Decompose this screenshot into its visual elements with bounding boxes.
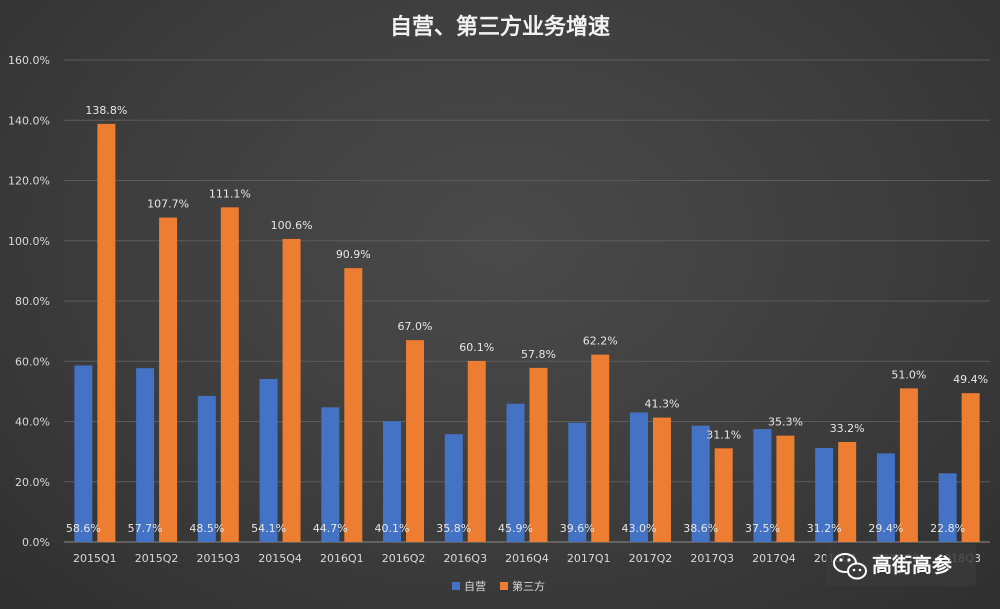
data-label-self-operated: 40.1% <box>375 522 410 535</box>
data-label-self-operated: 22.8% <box>930 522 965 535</box>
bar-third-party <box>159 217 178 542</box>
data-label-third-party: 49.4% <box>953 373 988 386</box>
data-label-third-party: 41.3% <box>644 398 679 411</box>
legend-label-third-party: 第三方 <box>512 579 545 593</box>
data-label-third-party: 90.9% <box>336 248 371 261</box>
bar-third-party <box>282 238 301 542</box>
data-label-self-operated: 54.1% <box>251 522 286 535</box>
y-tick-label: 120.0% <box>8 175 50 188</box>
x-tick-label: 2016Q2 <box>382 552 426 565</box>
bar-third-party <box>220 207 239 542</box>
data-label-third-party: 31.1% <box>706 428 741 441</box>
y-tick-label: 60.0% <box>15 355 50 368</box>
x-tick-label: 2017Q3 <box>690 552 734 565</box>
bar-self-operated <box>629 412 648 542</box>
x-tick-label: 2015Q2 <box>135 552 179 565</box>
y-tick-label: 140.0% <box>8 114 50 127</box>
bar-self-operated <box>691 425 710 542</box>
bar-third-party <box>97 123 116 543</box>
legend-label-self-operated: 自营 <box>464 579 486 593</box>
data-label-third-party: 62.2% <box>583 335 618 348</box>
y-tick-label: 20.0% <box>15 476 50 489</box>
bar-third-party <box>406 340 425 542</box>
y-tick-label: 40.0% <box>15 416 50 429</box>
data-label-third-party: 35.3% <box>768 416 803 429</box>
x-tick-label: 2015Q4 <box>258 552 302 565</box>
y-tick-label: 100.0% <box>8 235 50 248</box>
y-tick-label: 80.0% <box>15 295 50 308</box>
bar-self-operated <box>383 421 402 542</box>
bar-third-party <box>652 417 671 542</box>
y-axis-tick-labels: 0.0% 20.0% 40.0% 60.0% 80.0% 100.0% 120.0% 140.… <box>8 54 50 549</box>
data-label-third-party: 57.8% <box>521 348 556 361</box>
y-tick-label: 0.0% <box>22 536 50 549</box>
data-label-self-operated: 43.0% <box>621 522 656 535</box>
data-label-self-operated: 35.8% <box>436 522 471 535</box>
data-label-third-party: 107.7% <box>147 198 189 211</box>
data-label-third-party: 100.6% <box>271 219 313 232</box>
data-label-self-operated: 38.6% <box>683 522 718 535</box>
x-tick-label: 2015Q3 <box>197 552 241 565</box>
x-tick-label: 2016Q3 <box>443 552 487 565</box>
data-label-third-party: 33.2% <box>830 422 865 435</box>
bar-self-operated <box>506 403 525 542</box>
x-tick-label: 2016Q4 <box>505 552 549 565</box>
bar-self-operated <box>321 407 340 542</box>
data-label-self-operated: 37.5% <box>745 522 780 535</box>
x-tick-label: 2016Q1 <box>320 552 364 565</box>
x-tick-label: 2017Q4 <box>752 552 796 565</box>
bar-third-party <box>776 435 795 542</box>
data-label-self-operated: 57.7% <box>128 522 163 535</box>
data-label-self-operated: 45.9% <box>498 522 533 535</box>
x-tick-label: 2017Q2 <box>629 552 673 565</box>
data-label-third-party: 67.0% <box>398 320 433 333</box>
bar-self-operated <box>876 453 895 542</box>
bar-third-party <box>838 441 857 542</box>
bar-third-party <box>467 360 486 542</box>
legend-swatch-self-operated <box>452 582 460 590</box>
chart-title: 自营、第三方业务增速 <box>390 14 610 40</box>
bar-self-operated <box>259 379 278 542</box>
bar-self-operated <box>568 422 587 542</box>
x-tick-label: 2017Q1 <box>567 552 611 565</box>
data-label-self-operated: 58.6% <box>66 522 101 535</box>
bar-self-operated <box>444 434 463 542</box>
legend-swatch-third-party <box>500 582 508 590</box>
data-label-self-operated: 48.5% <box>189 522 224 535</box>
watermark-text: 高街高参 <box>872 553 952 577</box>
bars <box>74 123 980 543</box>
bar-self-operated <box>753 429 772 542</box>
data-label-third-party: 138.8% <box>85 104 127 117</box>
bar-third-party <box>344 268 363 542</box>
gridlines <box>64 59 990 543</box>
legend: 自营 第三方 <box>452 579 545 593</box>
bar-self-operated <box>938 473 957 542</box>
data-labels: 58.6% 138.8% 57.7% 107.7% 48.5% 111.1% 54.1% 10… <box>66 104 988 535</box>
wechat-icon <box>833 553 867 580</box>
bar-self-operated <box>74 365 93 542</box>
data-label-third-party: 111.1% <box>209 187 251 200</box>
bar-third-party <box>961 393 980 542</box>
x-tick-label: 2015Q1 <box>73 552 117 565</box>
bar-third-party <box>899 388 918 542</box>
data-label-self-operated: 31.2% <box>807 522 842 535</box>
bar-third-party <box>591 354 610 542</box>
data-label-self-operated: 29.4% <box>868 522 903 535</box>
bar-self-operated <box>197 395 216 542</box>
bar-third-party <box>714 448 733 542</box>
data-label-third-party: 51.0% <box>891 368 926 381</box>
bar-third-party <box>529 367 548 542</box>
bar-self-operated <box>136 368 155 542</box>
data-label-self-operated: 44.7% <box>313 522 348 535</box>
data-label-third-party: 60.1% <box>459 341 494 354</box>
data-label-self-operated: 39.6% <box>560 522 595 535</box>
bar-self-operated <box>815 448 834 542</box>
y-tick-label: 160.0% <box>8 54 50 67</box>
watermark: 高街高参 <box>826 544 976 586</box>
